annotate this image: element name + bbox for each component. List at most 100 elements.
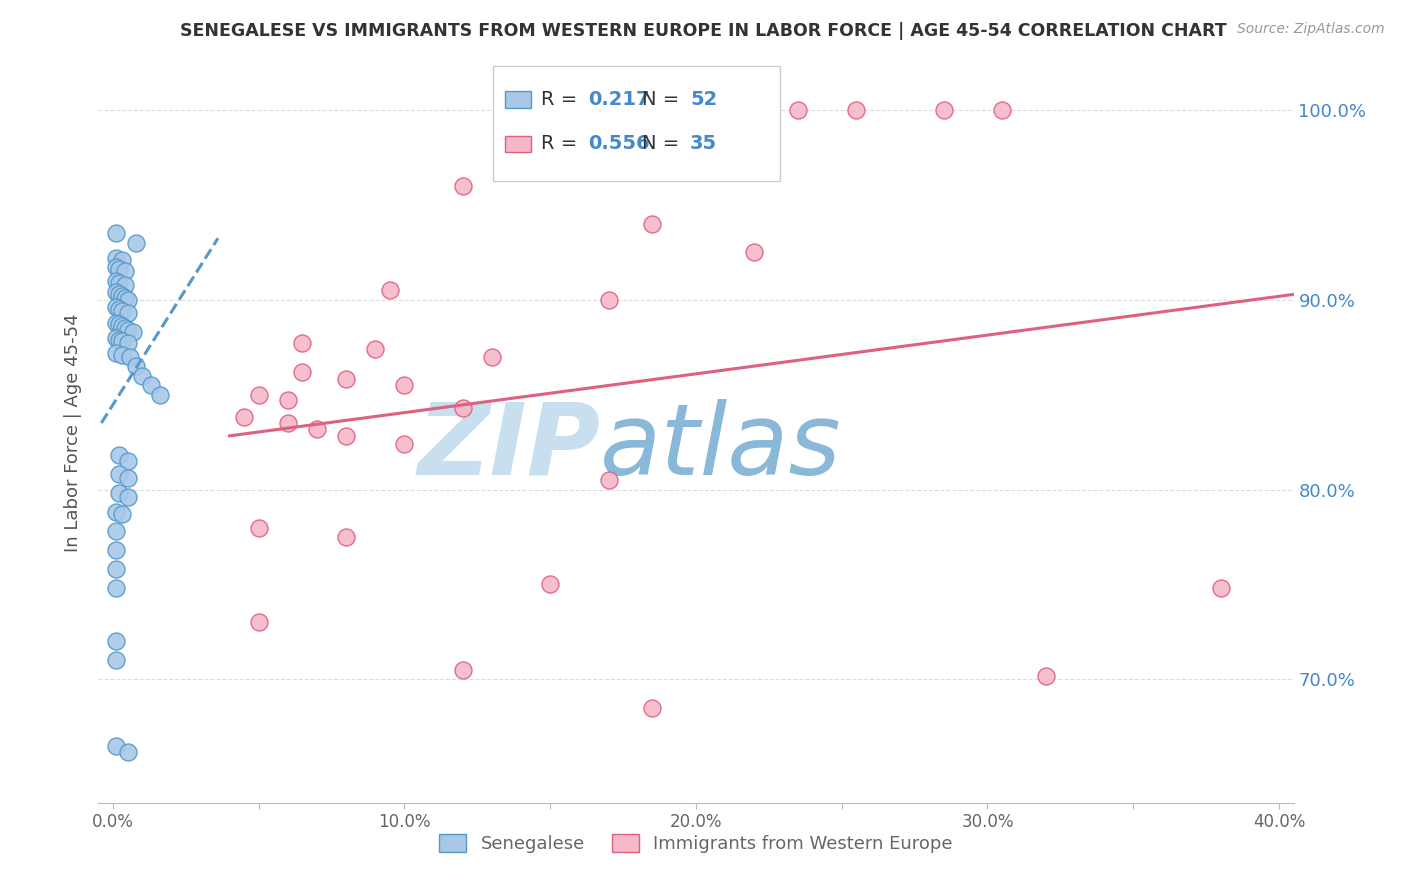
Point xyxy=(117,336,139,351)
Point xyxy=(108,287,131,301)
Point xyxy=(114,291,136,305)
Point xyxy=(111,508,134,522)
Point xyxy=(125,359,148,374)
Point xyxy=(139,378,162,392)
Point xyxy=(991,103,1014,117)
Point xyxy=(117,293,139,307)
Text: 52: 52 xyxy=(690,90,717,109)
Point xyxy=(114,321,136,335)
Text: N =: N = xyxy=(643,135,686,153)
Point xyxy=(104,227,127,241)
FancyBboxPatch shape xyxy=(505,136,531,152)
Point xyxy=(364,342,387,356)
Legend: Senegalese, Immigrants from Western Europe: Senegalese, Immigrants from Western Euro… xyxy=(432,827,960,861)
Point xyxy=(111,252,134,267)
Point xyxy=(117,306,139,320)
Point xyxy=(481,350,503,364)
Point xyxy=(641,217,664,231)
Point xyxy=(125,235,148,250)
Text: N =: N = xyxy=(643,90,686,109)
Point xyxy=(451,401,474,415)
Point xyxy=(335,429,357,443)
Point xyxy=(108,318,131,332)
Point xyxy=(277,393,299,408)
Point xyxy=(335,372,357,386)
Point xyxy=(111,319,134,334)
Point xyxy=(932,103,955,117)
Point xyxy=(111,348,134,362)
Point xyxy=(117,323,139,337)
Point xyxy=(291,336,314,351)
Point xyxy=(104,274,127,288)
Point xyxy=(291,365,314,379)
Point xyxy=(247,520,270,534)
Point xyxy=(117,454,139,468)
Point xyxy=(108,467,131,482)
Point xyxy=(104,524,127,539)
Point xyxy=(108,276,131,290)
FancyBboxPatch shape xyxy=(505,91,531,108)
Point xyxy=(104,346,127,360)
Point xyxy=(104,251,127,265)
Point xyxy=(117,745,139,759)
Point xyxy=(787,103,810,117)
Point xyxy=(104,582,127,596)
Point xyxy=(108,333,131,347)
Point xyxy=(104,316,127,330)
Point xyxy=(1035,668,1057,682)
Text: 0.556: 0.556 xyxy=(589,135,650,153)
Point xyxy=(108,302,131,317)
Point xyxy=(104,653,127,667)
Point xyxy=(108,486,131,500)
Point xyxy=(111,304,134,318)
Point xyxy=(104,505,127,519)
Point xyxy=(104,562,127,576)
Point xyxy=(111,289,134,303)
Point xyxy=(247,387,270,401)
Point xyxy=(117,471,139,485)
Y-axis label: In Labor Force | Age 45-54: In Labor Force | Age 45-54 xyxy=(65,313,83,552)
Point xyxy=(131,368,153,383)
Point xyxy=(394,437,416,451)
Point xyxy=(845,103,868,117)
Point xyxy=(108,262,131,277)
Point xyxy=(233,410,256,425)
Point xyxy=(104,301,127,315)
Point xyxy=(104,739,127,753)
Point xyxy=(305,422,328,436)
Text: 35: 35 xyxy=(690,135,717,153)
Point xyxy=(114,277,136,292)
Point xyxy=(742,245,765,260)
Point xyxy=(598,293,620,307)
Text: R =: R = xyxy=(541,90,583,109)
Point xyxy=(335,530,357,544)
Point xyxy=(104,543,127,558)
Text: 0.217: 0.217 xyxy=(589,90,650,109)
Point xyxy=(247,615,270,630)
Point xyxy=(451,178,474,193)
Point xyxy=(149,387,172,401)
Point xyxy=(104,260,127,275)
FancyBboxPatch shape xyxy=(494,66,780,181)
Text: Source: ZipAtlas.com: Source: ZipAtlas.com xyxy=(1237,22,1385,37)
Point xyxy=(641,701,664,715)
Text: ZIP: ZIP xyxy=(418,399,600,496)
Text: atlas: atlas xyxy=(600,399,842,496)
Point xyxy=(451,663,474,677)
Point xyxy=(394,378,416,392)
Point xyxy=(108,449,131,463)
Point xyxy=(122,325,145,339)
Point xyxy=(117,490,139,504)
Point xyxy=(104,285,127,300)
Point xyxy=(120,350,142,364)
Point xyxy=(104,634,127,648)
Point xyxy=(111,334,134,349)
Point xyxy=(114,264,136,278)
Point xyxy=(104,331,127,345)
Text: SENEGALESE VS IMMIGRANTS FROM WESTERN EUROPE IN LABOR FORCE | AGE 45-54 CORRELAT: SENEGALESE VS IMMIGRANTS FROM WESTERN EU… xyxy=(180,22,1226,40)
Point xyxy=(378,283,401,297)
Point xyxy=(1209,582,1232,596)
Point xyxy=(277,416,299,430)
Point xyxy=(598,473,620,487)
Text: R =: R = xyxy=(541,135,583,153)
